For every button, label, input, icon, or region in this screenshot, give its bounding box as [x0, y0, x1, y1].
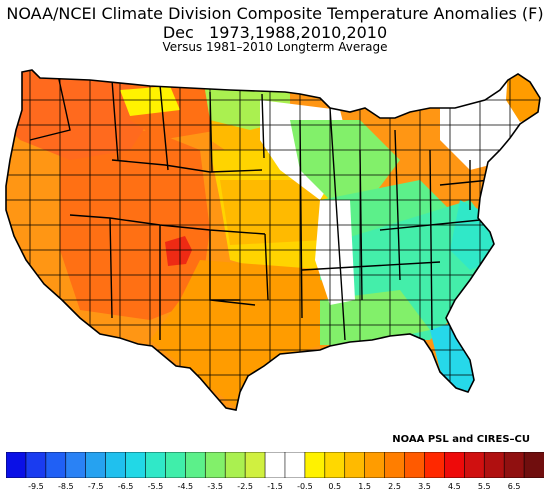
legend-swatch — [304, 452, 326, 478]
legend-tick-label: -5.5 — [147, 482, 164, 491]
legend-swatch — [65, 452, 87, 478]
us-outline — [5, 69, 541, 411]
legend-swatch — [224, 452, 246, 478]
legend-tick-label: 6.5 — [507, 482, 521, 491]
legend-swatch — [145, 452, 167, 478]
legend-tick-label: -7.5 — [87, 482, 104, 491]
legend-swatch — [185, 452, 207, 478]
legend-tick-label: 5.5 — [477, 482, 491, 491]
legend-tick-label: 0.5 — [328, 482, 342, 491]
legend-tick-label: -9.5 — [28, 482, 44, 491]
legend-swatch — [344, 452, 366, 478]
legend-tick-label: -2.5 — [237, 482, 253, 491]
legend-swatch — [264, 452, 286, 478]
legend-tick-label: -6.5 — [117, 482, 134, 491]
legend-swatch — [25, 452, 47, 478]
legend-swatch — [45, 452, 67, 478]
region-texas — [150, 260, 340, 410]
title-line-2: Dec 1973,1988,2010,2010 — [162, 23, 388, 42]
legend-swatch — [244, 452, 266, 478]
legend-swatch — [204, 452, 226, 478]
legend-swatch — [6, 452, 27, 478]
legend-swatch — [404, 452, 426, 478]
legend-swatch — [424, 452, 446, 478]
region-deep-south — [320, 290, 430, 345]
legend-tick-label: -8.5 — [57, 482, 74, 491]
region-florida — [430, 320, 480, 400]
legend-swatch — [523, 452, 544, 478]
legend-swatch — [444, 452, 466, 478]
legend-tick-label: 1.5 — [358, 482, 372, 491]
legend-swatch — [105, 452, 127, 478]
legend-swatch — [125, 452, 147, 478]
region-kansas-orange — [220, 180, 325, 245]
legend-tick-label: -3.5 — [207, 482, 224, 491]
title-line-1: NOAA/NCEI Climate Division Composite Tem… — [6, 4, 544, 23]
legend-swatch — [384, 452, 406, 478]
legend-swatch — [463, 452, 486, 478]
legend-swatch — [85, 452, 107, 478]
credit-label: NOAA PSL and CIRES–CU — [392, 434, 530, 445]
region-four-corners-hotspot — [165, 236, 192, 266]
legend-swatch — [483, 452, 505, 478]
legend-swatch — [324, 452, 346, 478]
legend-tick-label: -1.5 — [267, 482, 283, 491]
region-midwest-white-2 — [315, 200, 355, 305]
region-upper-midwest-green — [290, 120, 400, 200]
legend-swatch — [284, 452, 306, 478]
color-legend — [6, 452, 544, 478]
legend-tick-label: 4.5 — [447, 482, 461, 491]
legend-tick-label: -0.5 — [297, 482, 313, 491]
legend-tick-label: 3.5 — [418, 482, 431, 491]
us-climate-division-map — [5, 69, 541, 411]
legend-tick-label: 2.5 — [388, 482, 401, 491]
legend-tick-label: -4.5 — [177, 482, 194, 491]
legend-swatch — [364, 452, 386, 478]
legend-swatch — [165, 452, 187, 478]
legend-swatch — [503, 452, 525, 478]
title-line-3: Versus 1981–2010 Longterm Average — [162, 40, 388, 54]
